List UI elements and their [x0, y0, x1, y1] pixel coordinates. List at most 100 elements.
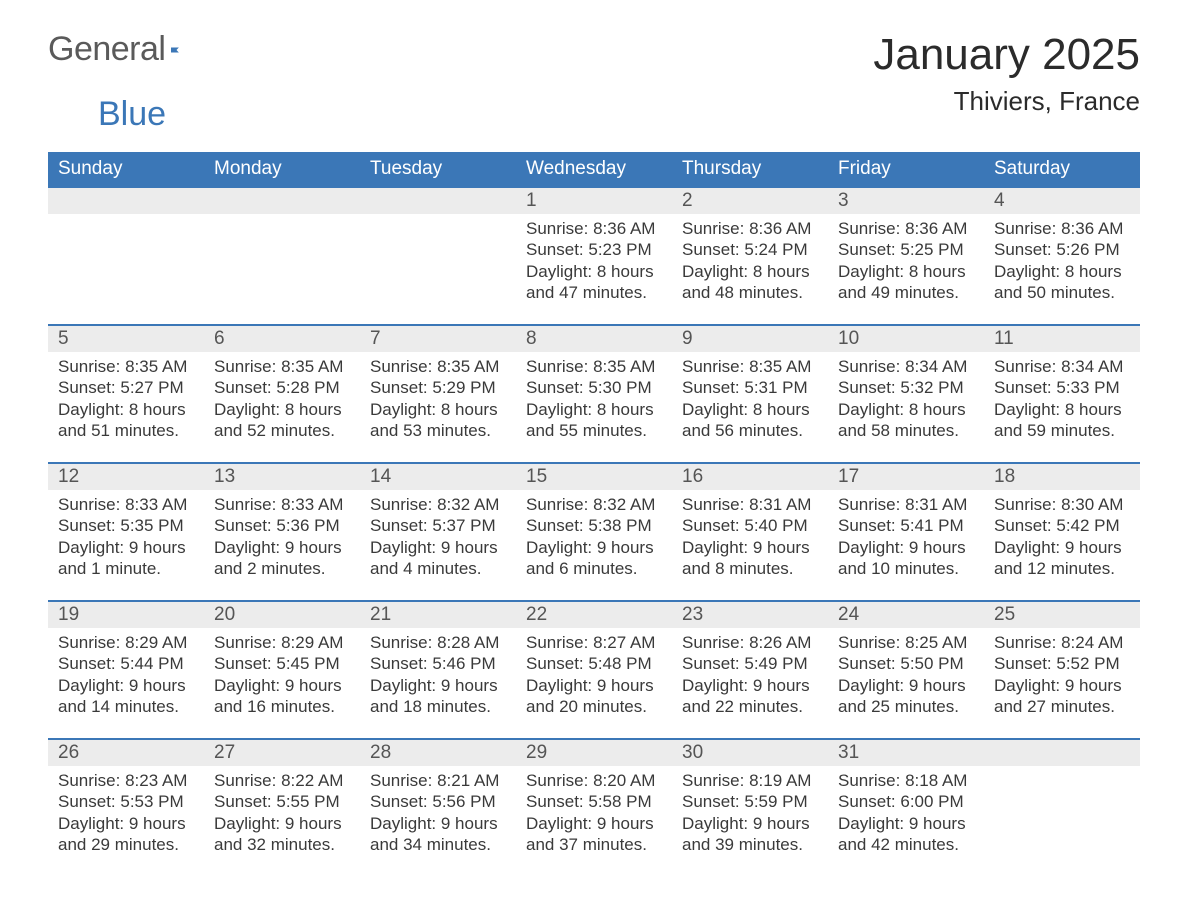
- day-daylight-l2: and 16 minutes.: [214, 696, 350, 717]
- day-sunset: Sunset: 5:58 PM: [526, 791, 662, 812]
- day-number: 13: [204, 464, 360, 490]
- day-daylight-l1: Daylight: 9 hours: [838, 537, 974, 558]
- day-daylight-l2: and 14 minutes.: [58, 696, 194, 717]
- day-sunrise: Sunrise: 8:28 AM: [370, 632, 506, 653]
- day-daylight-l1: Daylight: 9 hours: [370, 537, 506, 558]
- day-daylight-l2: and 55 minutes.: [526, 420, 662, 441]
- calendar-day: 14Sunrise: 8:32 AMSunset: 5:37 PMDayligh…: [360, 463, 516, 601]
- day-number: 14: [360, 464, 516, 490]
- day-sunset: Sunset: 6:00 PM: [838, 791, 974, 812]
- day-number: 17: [828, 464, 984, 490]
- day-body: Sunrise: 8:21 AMSunset: 5:56 PMDaylight:…: [360, 766, 516, 863]
- day-body: Sunrise: 8:27 AMSunset: 5:48 PMDaylight:…: [516, 628, 672, 725]
- day-daylight-l1: Daylight: 8 hours: [838, 399, 974, 420]
- day-number: 29: [516, 740, 672, 766]
- calendar-day: 26Sunrise: 8:23 AMSunset: 5:53 PMDayligh…: [48, 739, 204, 877]
- day-daylight-l2: and 20 minutes.: [526, 696, 662, 717]
- day-daylight-l2: and 29 minutes.: [58, 834, 194, 855]
- calendar-day: 21Sunrise: 8:28 AMSunset: 5:46 PMDayligh…: [360, 601, 516, 739]
- day-number: 30: [672, 740, 828, 766]
- weekday-header: Wednesday: [516, 152, 672, 187]
- calendar-day: [984, 739, 1140, 877]
- logo: General: [48, 30, 211, 69]
- weekday-header: Monday: [204, 152, 360, 187]
- day-sunset: Sunset: 5:45 PM: [214, 653, 350, 674]
- day-daylight-l1: Daylight: 9 hours: [994, 675, 1130, 696]
- day-daylight-l1: Daylight: 9 hours: [214, 537, 350, 558]
- day-body: Sunrise: 8:35 AMSunset: 5:28 PMDaylight:…: [204, 352, 360, 449]
- day-daylight-l1: Daylight: 9 hours: [526, 675, 662, 696]
- day-body: Sunrise: 8:31 AMSunset: 5:41 PMDaylight:…: [828, 490, 984, 587]
- day-sunset: Sunset: 5:42 PM: [994, 515, 1130, 536]
- day-sunset: Sunset: 5:40 PM: [682, 515, 818, 536]
- calendar-day: 27Sunrise: 8:22 AMSunset: 5:55 PMDayligh…: [204, 739, 360, 877]
- calendar-day: 30Sunrise: 8:19 AMSunset: 5:59 PMDayligh…: [672, 739, 828, 877]
- day-body: Sunrise: 8:34 AMSunset: 5:32 PMDaylight:…: [828, 352, 984, 449]
- day-sunrise: Sunrise: 8:31 AM: [838, 494, 974, 515]
- day-sunset: Sunset: 5:27 PM: [58, 377, 194, 398]
- day-body: Sunrise: 8:36 AMSunset: 5:23 PMDaylight:…: [516, 214, 672, 311]
- calendar-head: SundayMondayTuesdayWednesdayThursdayFrid…: [48, 152, 1140, 187]
- calendar-week: 5 Sunrise: 8:35 AM Sunset: 5:27 PM Daylight…: [48, 325, 1140, 463]
- day-sunrise: Sunrise: 8:35 AM: [370, 356, 506, 377]
- day-sunrise: Sunrise: 8:35 AM: [214, 356, 350, 377]
- day-sunrise: Sunrise: 8:23 AM: [58, 770, 194, 791]
- day-daylight-l2: and 4 minutes.: [370, 558, 506, 579]
- day-body: Sunrise: 8:20 AMSunset: 5:58 PMDaylight:…: [516, 766, 672, 863]
- location: Thiviers, France: [873, 86, 1140, 117]
- day-daylight-l1: Daylight: 9 hours: [58, 813, 194, 834]
- day-daylight-l1: Daylight: 8 hours: [682, 261, 818, 282]
- day-daylight-l2: and 42 minutes.: [838, 834, 974, 855]
- weekday-header: Saturday: [984, 152, 1140, 187]
- day-sunset: Sunset: 5:48 PM: [526, 653, 662, 674]
- day-number: 21: [360, 602, 516, 628]
- day-sunrise: Sunrise: 8:32 AM: [370, 494, 506, 515]
- day-daylight-l2: and 18 minutes.: [370, 696, 506, 717]
- day-body: Sunrise: 8:32 AMSunset: 5:38 PMDaylight:…: [516, 490, 672, 587]
- day-number: [360, 188, 516, 214]
- day-sunset: Sunset: 5:37 PM: [370, 515, 506, 536]
- day-sunrise: Sunrise: 8:25 AM: [838, 632, 974, 653]
- day-daylight-l2: and 6 minutes.: [526, 558, 662, 579]
- day-number: 5: [48, 326, 204, 352]
- day-number: 4: [984, 188, 1140, 214]
- weekday-header: Thursday: [672, 152, 828, 187]
- day-daylight-l1: Daylight: 9 hours: [370, 813, 506, 834]
- day-number: 12: [48, 464, 204, 490]
- calendar-day: 11Sunrise: 8:34 AMSunset: 5:33 PMDayligh…: [984, 325, 1140, 463]
- day-body: Sunrise: 8:32 AMSunset: 5:37 PMDaylight:…: [360, 490, 516, 587]
- day-sunset: Sunset: 5:50 PM: [838, 653, 974, 674]
- day-daylight-l2: and 8 minutes.: [682, 558, 818, 579]
- day-sunrise: Sunrise: 8:36 AM: [526, 218, 662, 239]
- day-sunrise: Sunrise: 8:31 AM: [682, 494, 818, 515]
- day-sunrise: Sunrise: 8:26 AM: [682, 632, 818, 653]
- calendar-week: 12Sunrise: 8:33 AMSunset: 5:35 PMDayligh…: [48, 463, 1140, 601]
- logo-text-2: Blue: [98, 95, 166, 133]
- day-daylight-l2: and 32 minutes.: [214, 834, 350, 855]
- day-number: 8: [516, 326, 672, 352]
- day-number: [204, 188, 360, 214]
- calendar-day: [360, 187, 516, 325]
- calendar-day: 16Sunrise: 8:31 AMSunset: 5:40 PMDayligh…: [672, 463, 828, 601]
- day-sunset: Sunset: 5:32 PM: [838, 377, 974, 398]
- day-sunrise: Sunrise: 8:27 AM: [526, 632, 662, 653]
- day-sunrise: Sunrise: 8:34 AM: [994, 356, 1130, 377]
- day-body: Sunrise: 8:35 AMSunset: 5:29 PMDaylight:…: [360, 352, 516, 449]
- calendar-day: 18Sunrise: 8:30 AMSunset: 5:42 PMDayligh…: [984, 463, 1140, 601]
- day-body: Sunrise: 8:35 AMSunset: 5:31 PMDaylight:…: [672, 352, 828, 449]
- day-sunset: Sunset: 5:41 PM: [838, 515, 974, 536]
- weekday-header: Tuesday: [360, 152, 516, 187]
- day-sunrise: Sunrise: 8:29 AM: [58, 632, 194, 653]
- calendar-day: 17Sunrise: 8:31 AMSunset: 5:41 PMDayligh…: [828, 463, 984, 601]
- weekday-row: SundayMondayTuesdayWednesdayThursdayFrid…: [48, 152, 1140, 187]
- day-daylight-l2: and 49 minutes.: [838, 282, 974, 303]
- day-daylight-l1: Daylight: 9 hours: [994, 537, 1130, 558]
- day-number: 3: [828, 188, 984, 214]
- day-daylight-l2: and 22 minutes.: [682, 696, 818, 717]
- day-body: Sunrise: 8:26 AMSunset: 5:49 PMDaylight:…: [672, 628, 828, 725]
- day-body: Sunrise: 8:36 AMSunset: 5:24 PMDaylight:…: [672, 214, 828, 311]
- day-body: Sunrise: 8:36 AMSunset: 5:25 PMDaylight:…: [828, 214, 984, 311]
- calendar-body: 1Sunrise: 8:36 AMSunset: 5:23 PMDaylight…: [48, 187, 1140, 877]
- day-daylight-l1: Daylight: 9 hours: [526, 537, 662, 558]
- day-number: 16: [672, 464, 828, 490]
